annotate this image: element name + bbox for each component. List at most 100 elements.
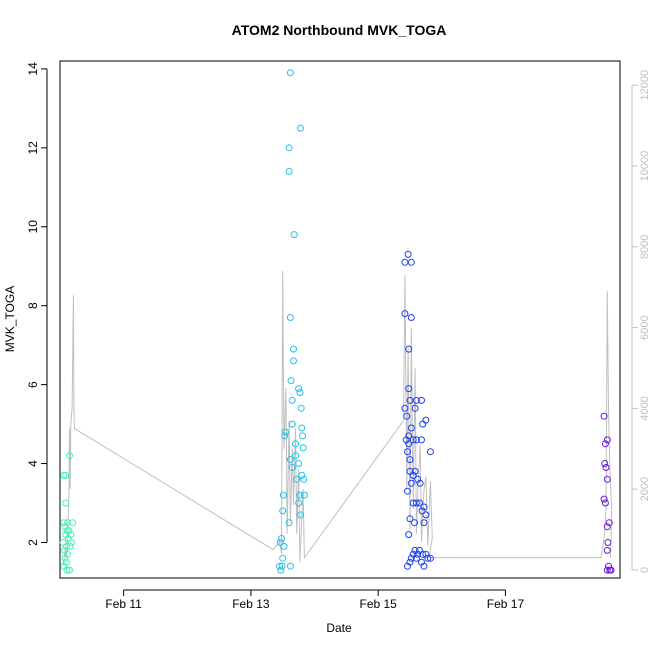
right-y-axis: 0 2000 4000 6000 8000 10000 12000 <box>631 70 650 573</box>
data-point <box>404 487 411 495</box>
data-point <box>286 69 294 77</box>
x-axis: Feb 11 Feb 13 Feb 15 Feb 17 <box>105 589 525 611</box>
data-point <box>293 475 301 483</box>
data-point <box>605 519 613 527</box>
data-point <box>420 503 428 511</box>
plot-frame <box>59 60 621 579</box>
data-point <box>296 389 304 396</box>
left-y-axis: 2 4 6 8 10 12 14 <box>26 62 48 546</box>
data-point <box>66 542 74 550</box>
data-point <box>288 464 296 471</box>
data-point <box>407 424 415 432</box>
data-point <box>411 404 419 412</box>
data-point <box>290 345 297 353</box>
data-point <box>299 444 307 452</box>
data-point <box>286 562 294 570</box>
data-point <box>62 471 70 479</box>
data-point <box>603 475 611 483</box>
data-points <box>59 69 615 574</box>
x-axis-label: Date <box>326 621 352 635</box>
data-point <box>419 420 427 428</box>
data-point <box>409 436 417 444</box>
data-point <box>287 377 295 385</box>
data-point <box>407 479 415 487</box>
data-point <box>406 456 414 464</box>
data-point <box>405 385 413 393</box>
data-point <box>59 539 67 546</box>
data-point <box>603 523 611 531</box>
secondary-series-line <box>62 270 613 566</box>
data-point <box>409 471 417 479</box>
data-point <box>603 436 611 444</box>
data-point <box>300 475 308 483</box>
data-point <box>65 527 73 535</box>
data-point <box>424 554 432 562</box>
right-tick-label: 6000 <box>639 315 650 339</box>
bottom-tick-label: Feb 17 <box>487 597 525 611</box>
data-point <box>405 345 413 353</box>
data-point <box>292 440 299 448</box>
data-point <box>403 412 411 420</box>
data-point <box>278 535 285 542</box>
data-point <box>297 511 304 519</box>
right-tick-label: 4000 <box>639 396 650 420</box>
data-point <box>280 542 288 550</box>
data-point <box>290 357 297 365</box>
data-point <box>420 519 428 527</box>
data-point <box>298 471 306 479</box>
data-point <box>288 420 296 428</box>
data-point <box>419 550 427 558</box>
data-point <box>601 460 609 467</box>
data-point <box>296 491 304 499</box>
data-point <box>601 499 609 507</box>
bottom-tick-label: Feb 13 <box>232 597 270 611</box>
data-point <box>285 168 293 175</box>
data-point <box>401 404 409 412</box>
data-point <box>63 566 71 574</box>
data-point <box>297 124 304 132</box>
data-point <box>278 562 286 570</box>
data-point <box>281 432 289 440</box>
data-point <box>604 539 612 546</box>
data-point <box>418 507 426 515</box>
data-point <box>298 424 306 432</box>
data-point <box>288 396 296 404</box>
data-point <box>426 448 434 456</box>
right-tick-label: 8000 <box>639 235 650 259</box>
data-point <box>405 531 413 539</box>
data-point <box>422 550 430 558</box>
data-point <box>295 460 303 467</box>
left-tick-label: 12 <box>26 141 40 155</box>
data-point <box>407 258 415 266</box>
data-point <box>69 519 77 527</box>
data-point <box>279 507 287 515</box>
data-point <box>286 314 294 321</box>
data-point <box>601 440 609 448</box>
data-point <box>401 258 409 266</box>
data-point <box>286 456 294 464</box>
data-point <box>290 231 298 239</box>
data-point <box>279 554 287 562</box>
data-point <box>295 385 303 393</box>
data-point <box>401 310 409 318</box>
data-point <box>420 562 428 570</box>
data-point <box>297 404 305 412</box>
data-point <box>404 250 412 258</box>
left-tick-label: 14 <box>26 62 40 76</box>
data-point <box>405 440 413 448</box>
y-axis-label: MVK_TOGA <box>3 286 17 352</box>
data-point <box>409 550 417 558</box>
data-point <box>62 499 70 507</box>
data-point <box>406 515 414 523</box>
data-point <box>422 416 430 424</box>
data-point <box>63 527 71 535</box>
data-point <box>404 562 411 570</box>
bottom-tick-label: Feb 15 <box>360 597 398 611</box>
data-point <box>412 499 420 507</box>
data-point <box>60 471 68 479</box>
data-point <box>600 412 608 420</box>
data-point <box>600 495 608 503</box>
data-point <box>412 396 420 404</box>
data-point <box>607 566 615 574</box>
